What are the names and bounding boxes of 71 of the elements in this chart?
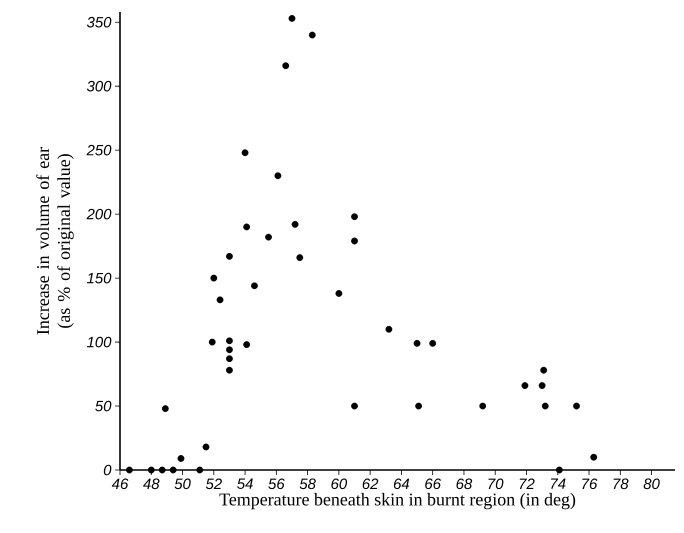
- point: [158, 466, 166, 474]
- point: [288, 14, 296, 22]
- x-tick-label: 68: [456, 478, 472, 490]
- y-tick-label: 250: [86, 144, 112, 156]
- point: [282, 62, 290, 70]
- point: [335, 290, 342, 297]
- point: [226, 337, 233, 344]
- point: [274, 172, 282, 180]
- point: [251, 282, 258, 290]
- point: [573, 402, 580, 410]
- x-tick-label: 66: [425, 478, 441, 490]
- point: [226, 252, 233, 260]
- y-tick-label: 50: [95, 400, 112, 412]
- point: [210, 274, 218, 282]
- point: [126, 466, 133, 474]
- x-tick-label: 78: [614, 478, 629, 490]
- point: [243, 341, 250, 348]
- point: [479, 402, 486, 410]
- point: [386, 326, 392, 333]
- x-tick-label: 80: [644, 478, 660, 490]
- point: [178, 455, 184, 462]
- y-tick-label: 350: [86, 16, 112, 28]
- point: [538, 382, 546, 389]
- x-tick-label: 54: [237, 478, 253, 489]
- point: [162, 405, 169, 412]
- y-tick-label: 150: [86, 272, 112, 284]
- point: [265, 234, 272, 241]
- x-tick-label: 58: [300, 478, 316, 490]
- y-tick-label: 0: [104, 464, 112, 476]
- x-tick-label: 56: [268, 478, 285, 490]
- x-tick-label: 76: [582, 478, 598, 490]
- x-tick-label: 74: [550, 478, 566, 489]
- point: [556, 466, 563, 474]
- x-tick-label: 46: [112, 478, 128, 490]
- point: [148, 466, 155, 474]
- y-tick-label: 200: [86, 208, 112, 220]
- point: [296, 254, 304, 262]
- point: [522, 382, 528, 389]
- x-tick-label: 72: [520, 478, 535, 489]
- y-tick-label: 300: [86, 80, 112, 92]
- point: [429, 340, 436, 347]
- point: [208, 338, 216, 346]
- point: [170, 466, 177, 474]
- point: [226, 346, 233, 354]
- point: [226, 355, 233, 362]
- point: [542, 402, 549, 410]
- point: [242, 149, 248, 156]
- x-axis-title: Temperature beneath skin in burnt region (in deg): [219, 492, 576, 510]
- point: [202, 444, 210, 450]
- point: [540, 366, 548, 374]
- point: [415, 402, 422, 410]
- x-tick-label: 64: [394, 478, 410, 490]
- point: [226, 366, 233, 374]
- point: [216, 296, 224, 304]
- x-tick-label: 62: [362, 478, 378, 490]
- point: [590, 454, 598, 461]
- x-tick-label: 48: [143, 478, 160, 490]
- point: [414, 340, 420, 347]
- y-tick-label: 100: [86, 336, 112, 348]
- point: [243, 224, 250, 230]
- point: [292, 220, 298, 228]
- y-axis-title: Increase in volume of ear (as % of original value): [36, 147, 74, 334]
- x-tick-label: 52: [206, 478, 222, 490]
- x-tick-label: 60: [331, 478, 348, 490]
- point: [308, 32, 316, 38]
- point: [196, 466, 204, 474]
- x-tick-label: 70: [488, 478, 504, 490]
- point: [351, 402, 358, 410]
- x-tick-label: 50: [174, 478, 191, 490]
- point: [351, 238, 358, 244]
- point: [351, 213, 358, 220]
